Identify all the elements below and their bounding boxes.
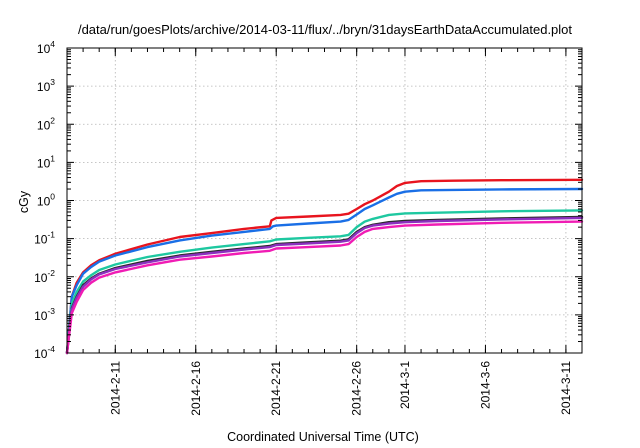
series-line	[65, 187, 584, 355]
y-tick-label: 10-2	[34, 268, 55, 285]
y-tick-label: 100	[37, 192, 55, 209]
y-tick-label: 10-3	[34, 306, 55, 323]
x-tick-label: 2014-2-11	[108, 361, 122, 415]
chart-title: /data/run/goesPlots/archive/2014-03-11/f…	[78, 22, 572, 37]
x-tick-label: 2014-2-16	[189, 361, 203, 416]
x-tick-label: 2014-3-6	[478, 361, 492, 409]
y-tick-label: 10-4	[34, 344, 55, 361]
series-line	[65, 209, 584, 355]
series-line	[65, 216, 584, 355]
x-tick-label: 2014-3-1	[398, 361, 412, 409]
y-tick-label: 103	[37, 77, 55, 94]
x-tick-label: 2014-2-21	[269, 361, 283, 416]
series-group	[65, 178, 584, 355]
x-axis-label: Coordinated Universal Time (UTC)	[227, 430, 419, 444]
axis-ticks: 10-4 10-3 10-2 10-1 100 101 102 103 104 2014-2-11…	[34, 39, 583, 416]
series-line	[65, 220, 584, 355]
grid	[67, 48, 582, 353]
y-tick-label: 104	[37, 39, 55, 56]
y-axis-label: cGy	[17, 190, 31, 213]
y-tick-label: 101	[37, 153, 55, 170]
x-tick-label: 2014-2-26	[350, 361, 364, 416]
y-tick-label: 102	[37, 115, 55, 132]
x-tick-label: 2014-3-11	[559, 361, 573, 415]
y-tick-label: 10-1	[34, 230, 55, 247]
series-line	[65, 178, 584, 355]
